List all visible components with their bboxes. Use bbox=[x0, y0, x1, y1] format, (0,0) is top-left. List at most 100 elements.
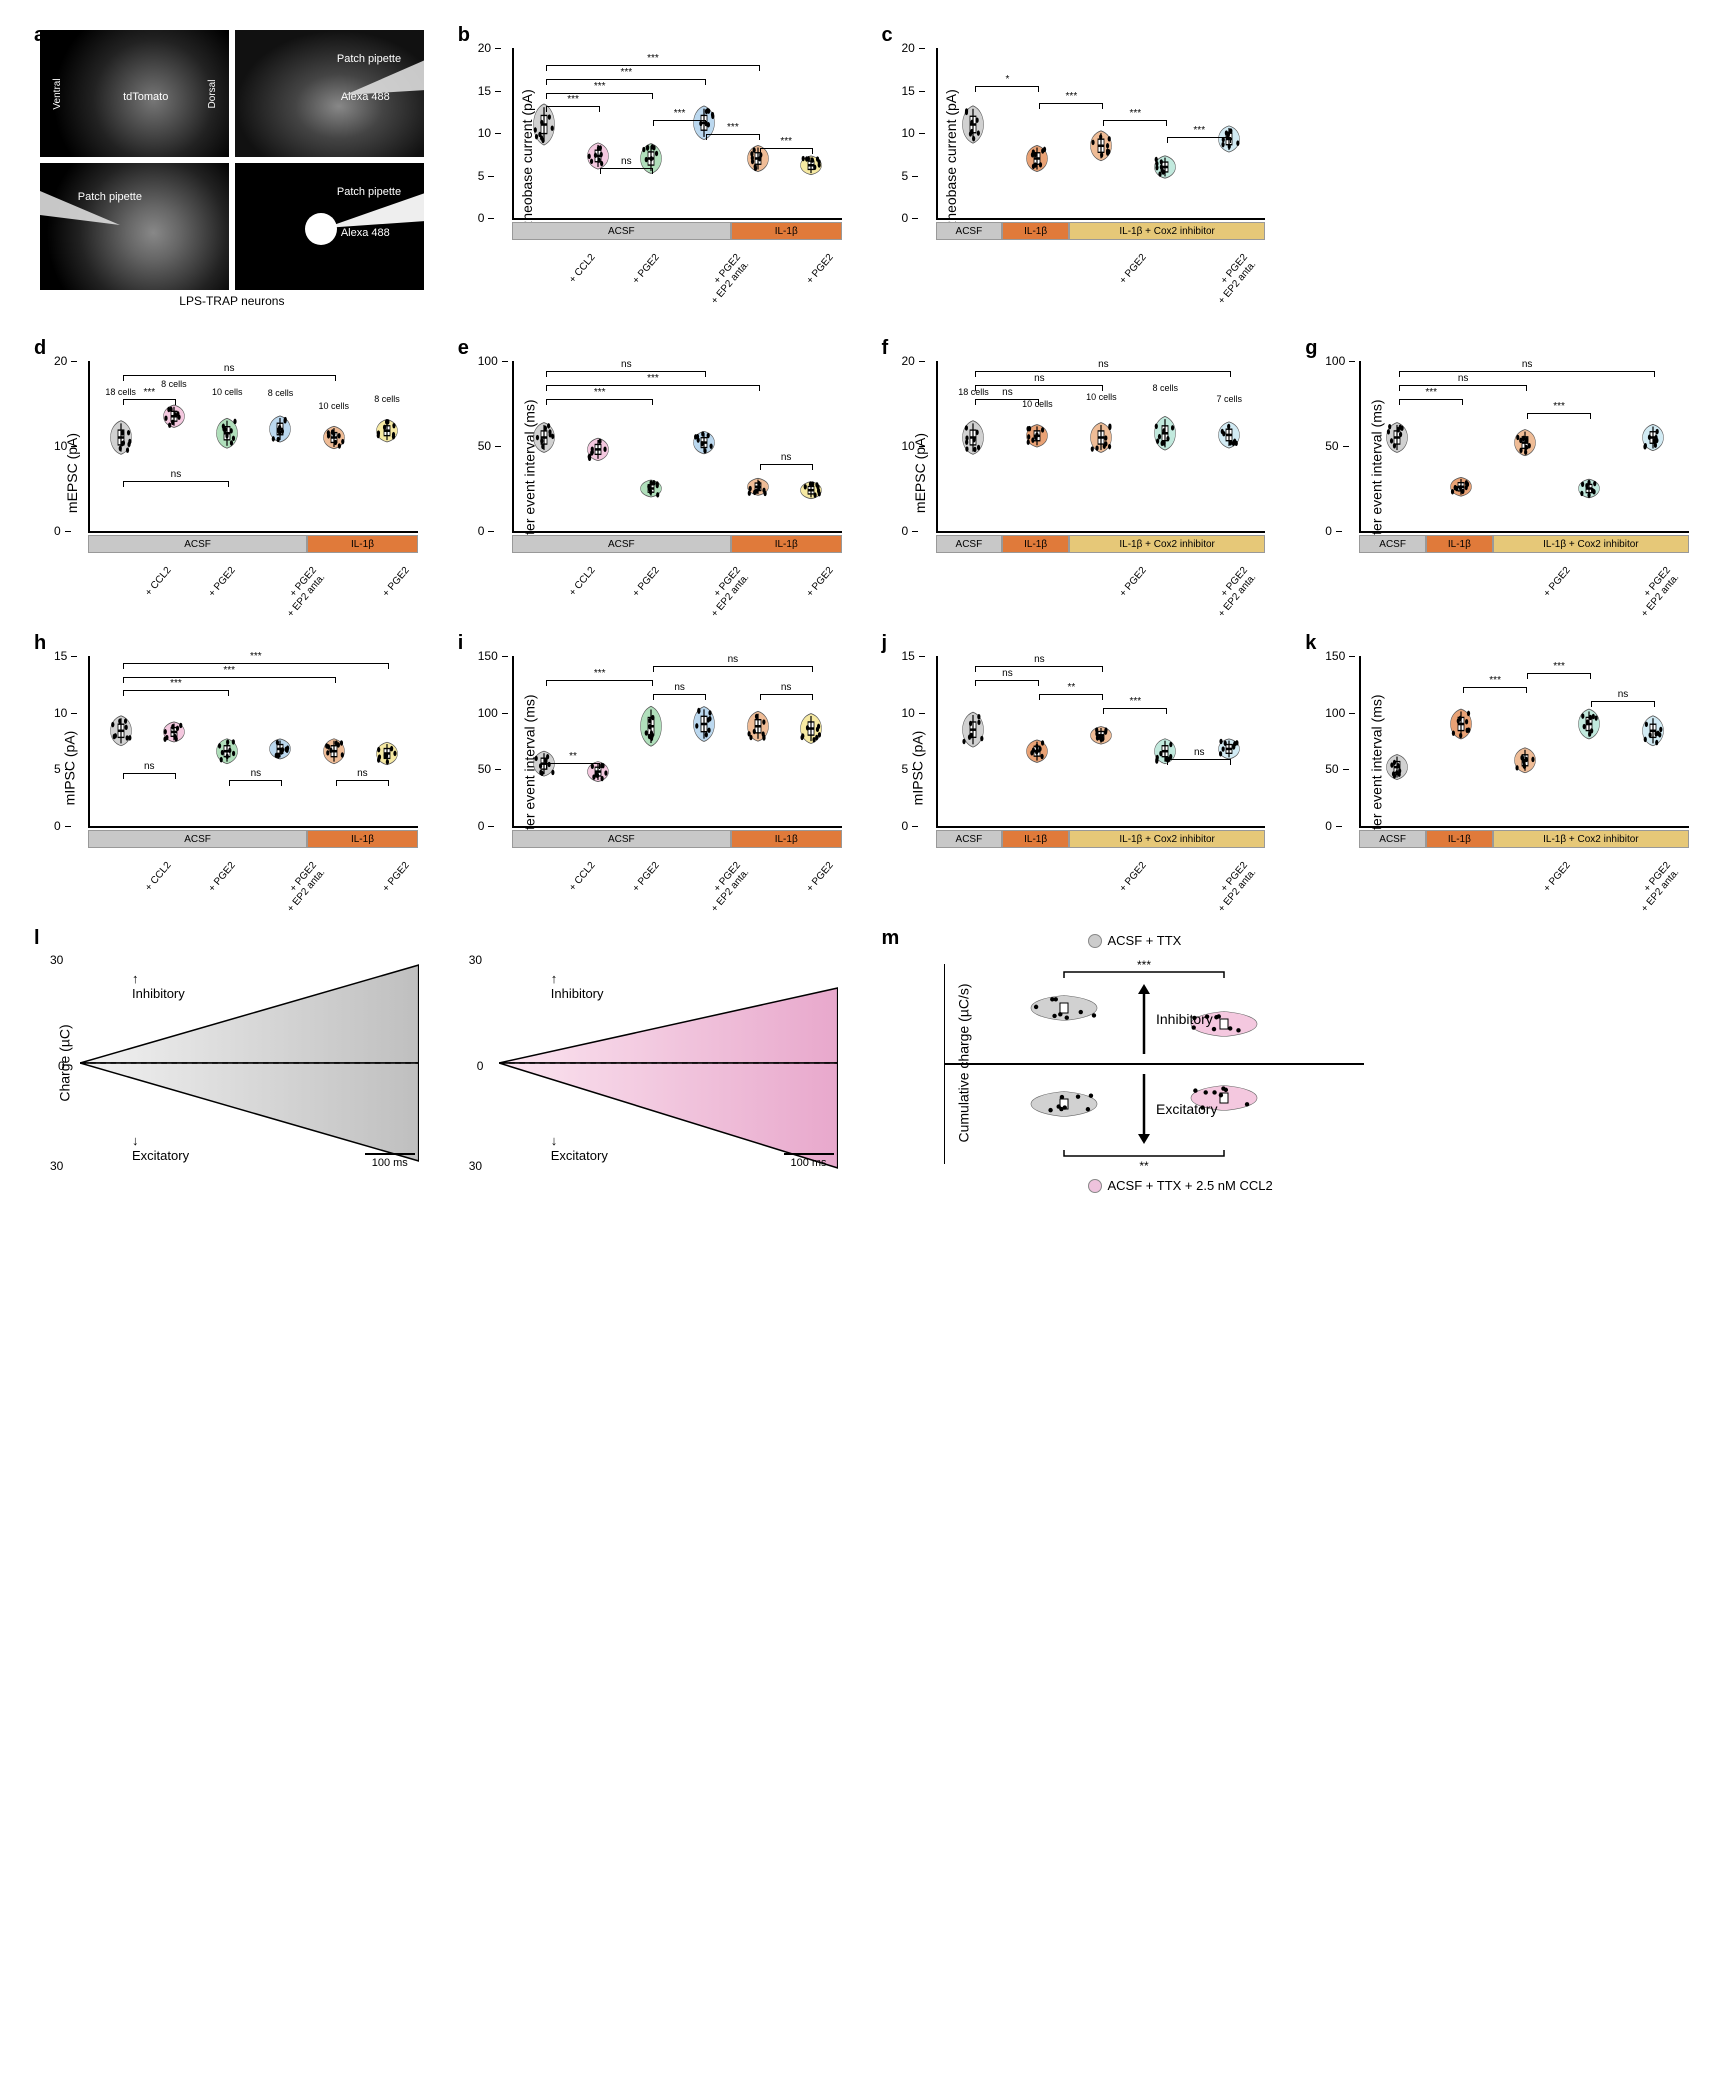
condition-bar: IL-1β + Cox2 inhibitor bbox=[1069, 535, 1265, 553]
cell-count: 10 cells bbox=[212, 387, 243, 397]
y-tick: 15 bbox=[902, 649, 915, 663]
violin: 18 cells bbox=[103, 361, 139, 531]
x-label bbox=[960, 860, 1001, 895]
x-label bbox=[960, 252, 1001, 287]
y-tick: 0 bbox=[54, 819, 61, 833]
x-label: + CCL2 bbox=[567, 252, 630, 313]
violin bbox=[1635, 656, 1671, 826]
x-label bbox=[1480, 565, 1521, 600]
y-tick: 50 bbox=[478, 439, 491, 453]
y-tick: 5 bbox=[478, 169, 485, 183]
legend-text: ACSF + TTX bbox=[1108, 933, 1182, 948]
condition-bar: IL-1β bbox=[731, 222, 842, 240]
y-tick: 0 bbox=[1325, 524, 1332, 538]
condition-bar: ACSF bbox=[1359, 830, 1426, 848]
x-label: + CCL2 bbox=[567, 860, 630, 921]
violin bbox=[633, 656, 669, 826]
x-label: + CCL2 bbox=[567, 565, 630, 626]
svg-text:Excitatory: Excitatory bbox=[1156, 1101, 1217, 1117]
violin bbox=[686, 48, 722, 218]
excitatory-label: Excitatory bbox=[132, 1148, 189, 1163]
panel-j: jmIPSC (pA)051015ns*****nsnsACSFIL-1βIL-… bbox=[888, 638, 1272, 898]
violin bbox=[686, 656, 722, 826]
x-label bbox=[102, 860, 143, 895]
x-label: + PGE2 bbox=[630, 860, 694, 922]
panel-label: l bbox=[34, 927, 40, 950]
panel-a: a Ventral tdTomato Dorsal Patch pipette … bbox=[40, 30, 424, 308]
y-tick: 100 bbox=[1325, 706, 1345, 720]
x-label bbox=[1383, 565, 1424, 600]
y-tick: 50 bbox=[478, 762, 491, 776]
inhibitory-label: Inhibitory bbox=[551, 986, 604, 1001]
violin bbox=[740, 656, 776, 826]
condition-bar: ACSF bbox=[936, 222, 1003, 240]
panel-m: m ACSF + TTX ACSF + TTX + 2.5 nM CCL2 Cu… bbox=[888, 933, 1696, 1193]
violin bbox=[1211, 656, 1247, 826]
y-tick: 150 bbox=[1325, 649, 1345, 663]
x-label bbox=[102, 565, 143, 600]
panel-d: dmEPSC (pA)0102018 cells8 cells10 cells8… bbox=[40, 343, 424, 603]
x-label: + PGE2+ EP2 anta. bbox=[277, 860, 352, 935]
ei-plot-gray: Charge (µC) 30 0 30 ↑Inhibitory ↓Excitat… bbox=[40, 953, 429, 1173]
cell-count: 8 cells bbox=[1153, 383, 1179, 393]
legend-text: ACSF + TTX + 2.5 nM CCL2 bbox=[1108, 1178, 1273, 1193]
x-label: + PGE2+ EP2 anta. bbox=[1631, 860, 1706, 935]
violin bbox=[1019, 656, 1055, 826]
micrograph-bl: Patch pipette bbox=[40, 163, 229, 290]
panel-h: hmIPSC (pA)051015*********nsnsnsACSFIL-1… bbox=[40, 638, 424, 898]
violin bbox=[793, 656, 829, 826]
violin bbox=[1443, 656, 1479, 826]
violin bbox=[580, 48, 616, 218]
y-tick: 0 bbox=[478, 211, 485, 225]
panel-l: l Charge (µC) 30 0 30 ↑Inhibitory bbox=[40, 933, 848, 1193]
x-label: + PGE2 bbox=[1541, 565, 1605, 627]
condition-bar: IL-1β + Cox2 inhibitor bbox=[1069, 222, 1265, 240]
violin bbox=[103, 656, 139, 826]
scale-bar: 100 ms bbox=[365, 1153, 415, 1169]
x-label: + PGE2 bbox=[207, 565, 271, 627]
y-tick: 100 bbox=[478, 354, 498, 368]
micrograph-tr: Patch pipette Alexa 488 bbox=[235, 30, 424, 157]
y-tick: 10 bbox=[902, 126, 915, 140]
violin bbox=[526, 361, 562, 531]
x-label: + PGE2+ EP2 anta. bbox=[1207, 252, 1282, 327]
violin bbox=[1507, 656, 1543, 826]
svg-text:Inhibitory: Inhibitory bbox=[1156, 1011, 1213, 1027]
cell-count: 8 cells bbox=[161, 379, 187, 389]
cell-count: 18 cells bbox=[105, 387, 136, 397]
x-label: + PGE2+ EP2 anta. bbox=[701, 860, 776, 935]
y-tick: 100 bbox=[1325, 354, 1345, 368]
condition-bar: ACSF bbox=[512, 222, 731, 240]
scale-label: 100 ms bbox=[784, 1157, 834, 1169]
cell-count: 7 cells bbox=[1216, 394, 1242, 404]
x-label: + PGE2+ EP2 anta. bbox=[277, 565, 352, 640]
panel-label: i bbox=[458, 632, 464, 655]
violin bbox=[369, 656, 405, 826]
violin bbox=[1443, 361, 1479, 531]
legend-ccl2: ACSF + TTX + 2.5 nM CCL2 bbox=[1088, 1178, 1273, 1193]
violin bbox=[793, 361, 829, 531]
violin bbox=[793, 48, 829, 218]
y-tick: 0 bbox=[902, 211, 909, 225]
panel-b: bRheobase current (pA)05101520**********… bbox=[464, 30, 848, 308]
violin bbox=[580, 361, 616, 531]
condition-bar: ACSF bbox=[936, 535, 1003, 553]
scale-label: 100 ms bbox=[365, 1157, 415, 1169]
y-tick: 50 bbox=[1325, 762, 1338, 776]
x-label: + PGE2 bbox=[1541, 860, 1605, 922]
panel-g: gInter event interval (ms)050100******ns… bbox=[1311, 343, 1695, 603]
violin: 10 cells bbox=[1083, 361, 1119, 531]
panel-i: iInter event interval (ms)050100150*****… bbox=[464, 638, 848, 898]
y-tick: 15 bbox=[54, 649, 67, 663]
axis-label: mIPSC (pA) bbox=[909, 731, 925, 806]
y-tick: 100 bbox=[478, 706, 498, 720]
cell-count: 10 cells bbox=[1086, 392, 1117, 402]
violin bbox=[1379, 361, 1415, 531]
violin bbox=[1507, 361, 1543, 531]
violin bbox=[1211, 48, 1247, 218]
inhibitory-label: Inhibitory bbox=[132, 986, 185, 1001]
cell-count: 18 cells bbox=[958, 387, 989, 397]
violin bbox=[955, 48, 991, 218]
violin: 8 cells bbox=[369, 361, 405, 531]
x-label: + PGE2 bbox=[381, 860, 445, 922]
